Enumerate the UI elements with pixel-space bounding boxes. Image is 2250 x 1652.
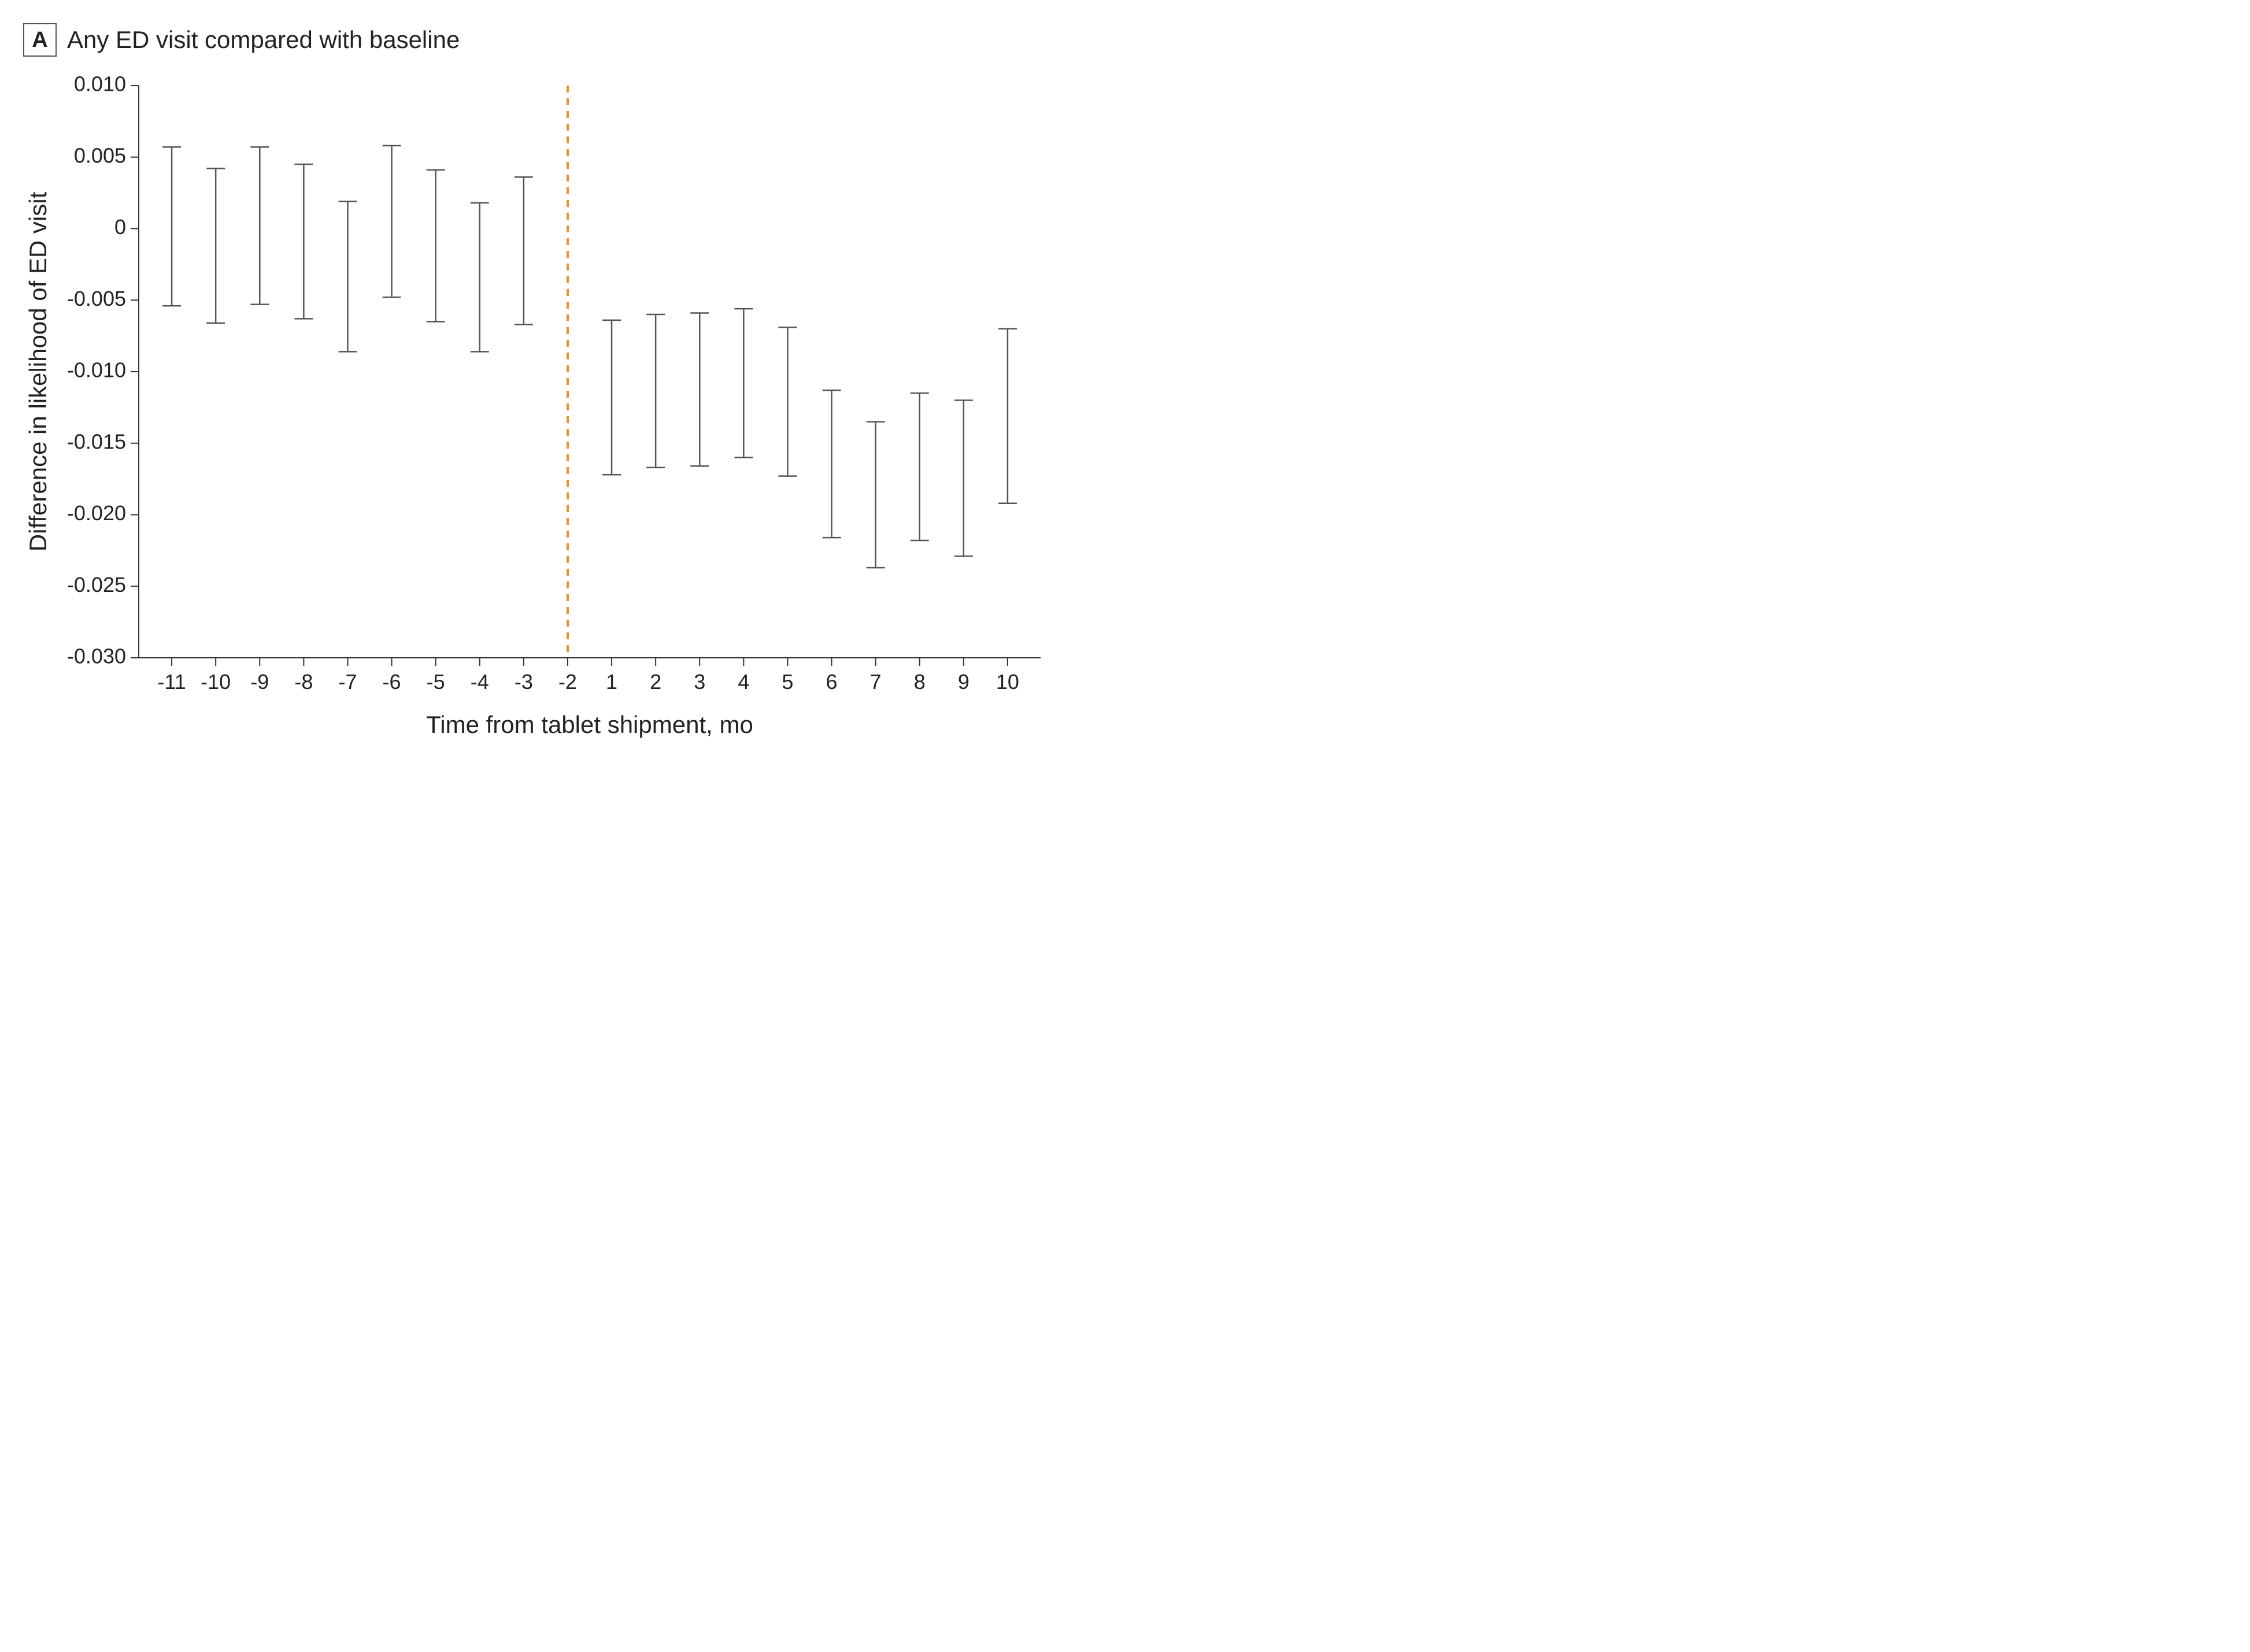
x-tick-label: -8	[294, 670, 313, 694]
y-tick-label: 0	[114, 215, 126, 239]
y-tick-label: 0.010	[74, 72, 126, 96]
y-tick-label: 0.005	[74, 143, 126, 167]
x-tick-label: -3	[515, 670, 533, 694]
y-tick-label: -0.020	[67, 501, 126, 525]
y-axis-title: Difference in likelihood of ED visit	[24, 191, 51, 551]
x-axis-title: Time from tablet shipment, mo	[426, 711, 753, 738]
y-tick-label: -0.025	[67, 573, 126, 597]
panel-title: Any ED visit compared with baseline	[67, 26, 460, 54]
y-tick-label: -0.005	[67, 287, 126, 310]
x-tick-label: -7	[338, 670, 357, 694]
x-tick-label: 7	[870, 670, 882, 694]
figure-grid: A Any ED visit compared with baseline -0.0…	[0, 0, 2250, 1652]
panel-letter: A	[23, 23, 57, 57]
panel-title-row: A Any ED visit compared with baseline	[23, 23, 1108, 57]
x-tick-label: 9	[958, 670, 969, 694]
x-tick-label: -9	[250, 670, 269, 694]
x-tick-label: 8	[914, 670, 926, 694]
x-tick-label: 1	[606, 670, 617, 694]
x-tick-label: 3	[694, 670, 705, 694]
x-tick-label: -2	[558, 670, 577, 694]
chart-a: -0.030 -0.025 -0.020 -0.015 -0.010 -0.005 0 0.0…	[23, 68, 1064, 762]
x-tick-label: 6	[826, 670, 838, 694]
x-tick-label: -6	[383, 670, 401, 694]
x-tick-label: -4	[471, 670, 489, 694]
x-tick-label: -5	[427, 670, 445, 694]
panel-a: A Any ED visit compared with baseline -0.0…	[23, 23, 1108, 1178]
x-tick-label: 2	[650, 670, 661, 694]
x-tick-label: 10	[996, 670, 1019, 694]
x-tick-label: 4	[738, 670, 749, 694]
x-tick-label: -10	[201, 670, 231, 694]
y-tick-label: -0.030	[67, 644, 126, 668]
x-tick-label: 5	[782, 670, 793, 694]
y-tick-label: -0.010	[67, 358, 126, 382]
y-tick-label: -0.015	[67, 429, 126, 453]
x-tick-label: -11	[157, 670, 186, 694]
